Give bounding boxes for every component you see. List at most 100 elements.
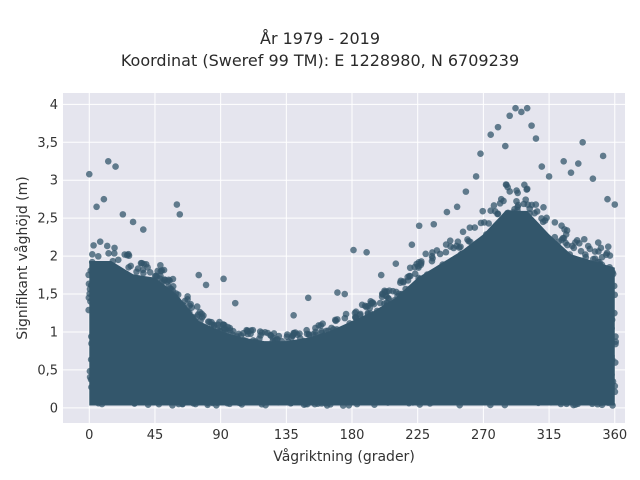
data-point <box>500 197 507 205</box>
x-tick-label: 315 <box>537 428 562 443</box>
data-point <box>231 299 239 307</box>
data-point <box>385 295 392 303</box>
data-point <box>502 142 509 150</box>
y-tick-label: 3 <box>50 174 58 189</box>
data-point <box>442 248 450 256</box>
data-point <box>457 243 464 251</box>
x-tick-label: 225 <box>405 428 430 443</box>
data-point <box>589 175 597 183</box>
data-point <box>417 259 425 267</box>
data-point <box>195 271 203 279</box>
data-point <box>356 311 364 319</box>
data-point <box>146 269 154 276</box>
data-point <box>160 266 168 274</box>
data-point <box>506 112 513 120</box>
data-point <box>127 262 135 270</box>
data-point <box>604 195 611 203</box>
data-point <box>105 249 112 257</box>
data-point <box>580 235 588 243</box>
x-tick-label: 360 <box>602 428 627 443</box>
data-point <box>341 290 349 298</box>
data-point <box>487 131 495 139</box>
data-point <box>173 201 181 208</box>
data-point <box>270 330 278 337</box>
data-point <box>334 316 341 323</box>
data-point <box>514 189 522 197</box>
data-point <box>604 243 612 250</box>
data-points <box>85 104 620 409</box>
data-point <box>408 241 416 249</box>
data-point <box>532 201 540 208</box>
data-point <box>176 211 184 218</box>
data-point <box>125 250 132 258</box>
data-point <box>472 173 480 180</box>
y-axis-label: Signifikant våghöjd (m) <box>14 176 31 339</box>
data-point <box>104 157 112 165</box>
data-point <box>543 214 550 222</box>
x-tick-label: 0 <box>85 428 93 443</box>
data-point <box>422 250 430 258</box>
x-tick-label: 180 <box>340 428 365 443</box>
data-point <box>249 326 257 334</box>
y-tick-label: 1 <box>50 325 58 340</box>
data-point <box>594 239 602 246</box>
data-point <box>599 152 607 160</box>
data-point <box>540 204 547 211</box>
data-point <box>415 222 423 230</box>
data-point <box>512 104 519 112</box>
data-point <box>494 210 502 217</box>
x-tick-label: 270 <box>471 428 496 443</box>
data-point <box>551 219 559 226</box>
data-point <box>342 310 350 318</box>
data-point <box>88 251 96 258</box>
data-point <box>193 303 201 310</box>
x-axis-label: Vågriktning (grader) <box>273 448 415 465</box>
data-point <box>538 163 546 170</box>
data-point <box>129 218 137 226</box>
data-point <box>523 186 531 193</box>
data-point <box>377 271 385 279</box>
data-point <box>275 332 283 340</box>
data-point <box>518 108 525 116</box>
data-point <box>93 203 100 211</box>
data-point <box>606 252 614 259</box>
data-point <box>446 237 454 244</box>
data-point <box>523 104 531 112</box>
data-point <box>428 257 436 265</box>
data-point <box>533 208 541 215</box>
data-point <box>96 238 104 245</box>
data-point <box>506 188 514 195</box>
x-tick-label: 45 <box>147 428 164 443</box>
x-tick-labels: 0 45 90 135 180 225 270 315 360 <box>85 428 627 443</box>
data-point <box>220 275 227 283</box>
data-point <box>157 261 164 269</box>
y-tick-label: 3,5 <box>37 136 58 151</box>
data-point <box>184 293 191 300</box>
y-tick-label: 2 <box>50 250 58 265</box>
y-tick-label: 0,5 <box>37 363 58 378</box>
data-point <box>528 122 535 129</box>
data-point <box>436 250 444 258</box>
data-point <box>430 220 438 228</box>
data-point <box>564 241 571 249</box>
data-point <box>459 228 467 236</box>
data-point <box>582 251 589 258</box>
data-point <box>443 208 451 216</box>
y-tick-label: 4 <box>50 98 58 113</box>
data-point <box>139 226 147 233</box>
y-tick-label: 0 <box>50 401 58 416</box>
data-point <box>560 157 567 165</box>
y-tick-labels: 0 0,5 1 1,5 2 2,5 3 3,5 4 <box>37 98 58 416</box>
y-tick-label: 2,5 <box>37 212 58 227</box>
data-point <box>494 123 502 131</box>
x-tick-label: 135 <box>274 428 299 443</box>
data-point <box>479 207 487 215</box>
data-point <box>485 220 493 227</box>
data-point <box>567 169 575 176</box>
data-point <box>563 227 571 234</box>
data-point <box>169 275 177 283</box>
data-point <box>466 224 474 231</box>
data-point <box>522 196 529 203</box>
data-point <box>140 269 147 277</box>
